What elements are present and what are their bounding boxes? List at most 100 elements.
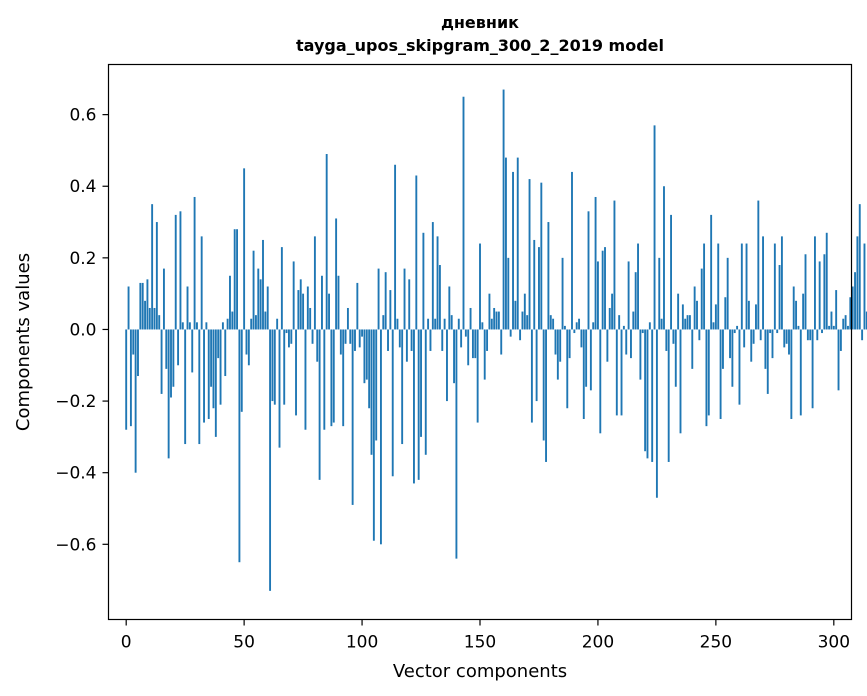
bar (821, 329, 823, 334)
bar (788, 329, 790, 355)
bar (391, 329, 394, 477)
bar (403, 268, 406, 330)
bar (295, 329, 297, 416)
bar (271, 329, 274, 402)
bar (818, 261, 821, 330)
chart-title: дневник (441, 13, 519, 32)
bar (174, 214, 177, 330)
bar (611, 293, 614, 330)
bar (530, 329, 533, 423)
bar (332, 329, 335, 423)
bar (632, 311, 635, 330)
bar (233, 229, 236, 330)
bar (188, 322, 191, 330)
bar (729, 329, 731, 359)
bar (306, 286, 309, 330)
bar (844, 315, 847, 330)
bar (370, 329, 373, 455)
x-tick-label: 200 (582, 633, 614, 653)
bar (684, 318, 687, 330)
bar (205, 322, 208, 330)
bar (580, 329, 583, 348)
bar (132, 329, 135, 355)
bar (200, 236, 203, 330)
bar (670, 214, 672, 330)
bar (835, 290, 838, 330)
bar (481, 322, 484, 330)
bar (710, 214, 713, 330)
bar (328, 293, 330, 330)
bar (243, 168, 246, 330)
bar (747, 300, 750, 330)
bar (264, 311, 267, 330)
bar (217, 329, 220, 359)
bar (764, 329, 767, 369)
bar (681, 304, 684, 330)
bar (545, 329, 547, 462)
bar (672, 329, 675, 344)
bar (387, 329, 389, 351)
bar (516, 157, 519, 330)
bar (321, 275, 323, 330)
bar (236, 229, 238, 330)
x-tick-label: 300 (818, 633, 850, 653)
bar (620, 329, 623, 416)
bar (625, 329, 628, 355)
bar (790, 329, 793, 419)
bar (745, 243, 748, 330)
bar (342, 329, 345, 427)
bar (804, 254, 807, 330)
bar (601, 250, 604, 330)
bar (630, 329, 632, 359)
bar (696, 300, 698, 330)
bar (181, 322, 184, 330)
bar (346, 307, 349, 330)
bar (276, 318, 279, 330)
bar (851, 286, 854, 330)
bar (172, 329, 175, 387)
bar (542, 329, 545, 441)
bar (382, 315, 385, 330)
bar (783, 329, 786, 348)
bar (769, 329, 772, 334)
bar (802, 293, 805, 330)
bar (453, 329, 455, 384)
bar (703, 243, 706, 330)
y-tick-label: −0.6 (55, 535, 96, 555)
bar (771, 329, 774, 359)
bar (408, 279, 411, 330)
bar (566, 329, 569, 409)
bar (401, 329, 404, 445)
bar (379, 329, 382, 545)
bar (141, 282, 144, 330)
bar (207, 329, 210, 419)
bar (467, 329, 470, 366)
bar (148, 307, 151, 330)
bar (349, 329, 352, 344)
bar (198, 329, 201, 445)
bar (250, 318, 253, 330)
bar (705, 329, 708, 427)
bar (622, 325, 625, 330)
bar (127, 286, 130, 330)
y-tick-label: 0.2 (69, 249, 96, 269)
bar (712, 322, 715, 330)
bar (269, 329, 272, 591)
bar (339, 329, 342, 355)
bar (193, 196, 196, 330)
bar (523, 293, 526, 330)
bar (365, 329, 368, 380)
bar (792, 286, 795, 330)
bar (318, 329, 321, 480)
bar (809, 329, 812, 341)
bar (722, 329, 724, 369)
bar (646, 329, 649, 459)
bar (240, 329, 243, 412)
bar (618, 315, 621, 330)
bar (462, 96, 465, 330)
x-axis-ticks: 0 50 100 150 200 250 300 (121, 619, 850, 653)
bar (490, 318, 493, 330)
bar (434, 318, 437, 330)
bar (313, 236, 316, 330)
bar (266, 286, 269, 330)
